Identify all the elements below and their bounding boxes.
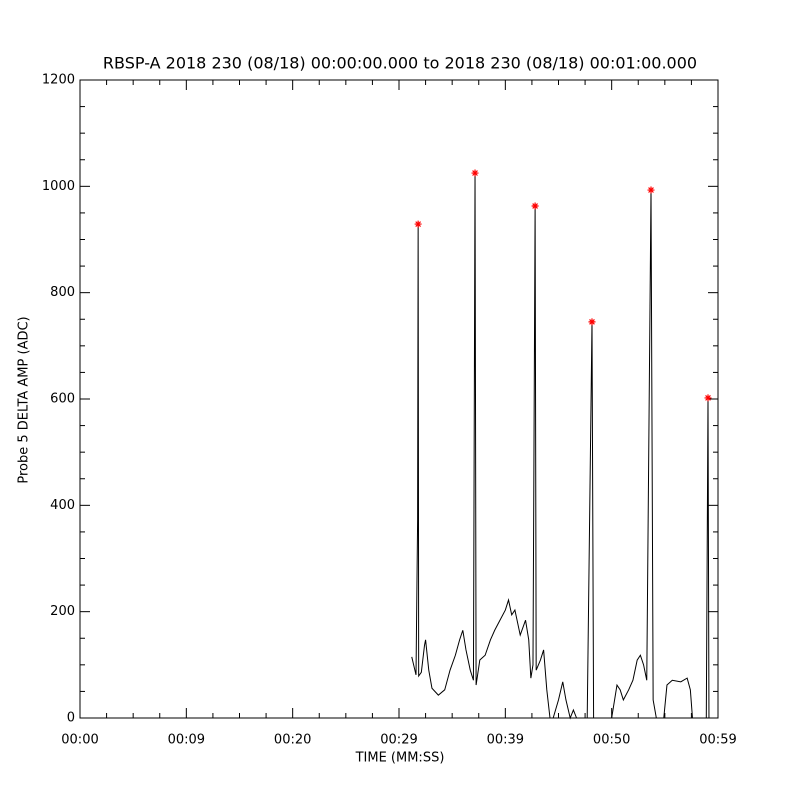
y-tick-label: 200	[50, 604, 75, 619]
y-axis-label: Probe 5 DELTA AMP (ADC)	[17, 316, 32, 483]
peak-marker	[531, 202, 539, 210]
data-line	[411, 173, 712, 720]
x-tick-label: 00:00	[61, 733, 98, 748]
x-tick-label: 00:09	[168, 733, 205, 748]
peak-marker	[414, 220, 422, 228]
peak-marker	[588, 318, 596, 326]
peak-marker	[647, 186, 655, 194]
y-tick-label: 400	[50, 498, 75, 513]
y-tick-label: 0	[67, 711, 75, 726]
x-tick-label: 00:59	[699, 733, 736, 748]
x-tick-label: 00:29	[380, 733, 417, 748]
chart-title: RBSP-A 2018 230 (08/18) 00:00:00.000 to …	[103, 54, 697, 73]
x-axis-label: TIME (MM:SS)	[355, 751, 445, 766]
x-tick-label: 00:20	[274, 733, 311, 748]
y-tick-label: 1000	[42, 179, 75, 194]
peak-marker	[471, 169, 479, 177]
plot-frame	[79, 79, 719, 719]
y-tick-label: 800	[50, 285, 75, 300]
x-tick-label: 00:39	[487, 733, 524, 748]
y-tick-label: 1200	[42, 73, 75, 88]
peak-marker	[704, 394, 712, 402]
y-tick-label: 600	[50, 392, 75, 407]
x-tick-label: 00:50	[593, 733, 630, 748]
